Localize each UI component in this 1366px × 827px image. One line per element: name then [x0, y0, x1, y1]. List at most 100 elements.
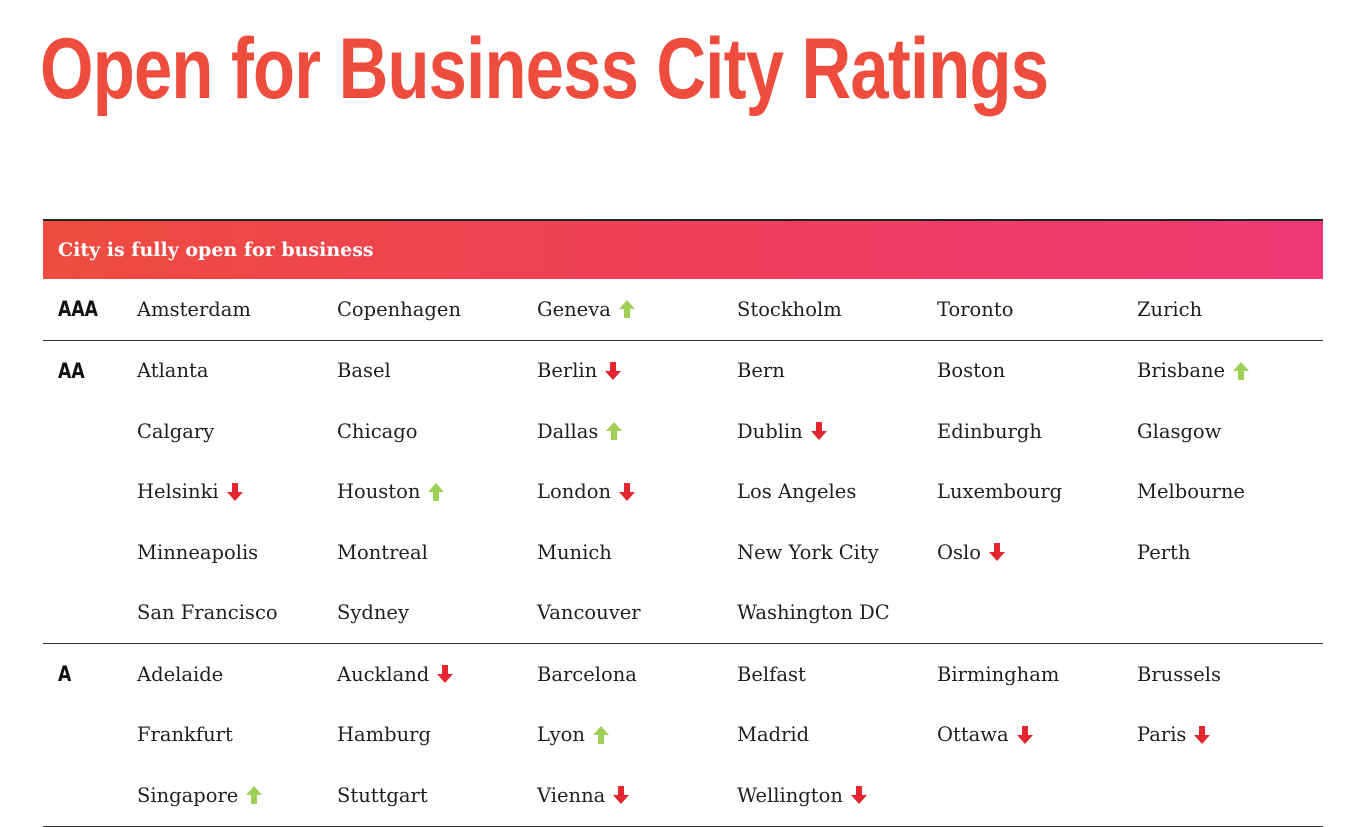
- city-name: London: [537, 480, 612, 504]
- city-cell: Wellington: [737, 765, 937, 826]
- city-name: New York City: [737, 540, 879, 564]
- city-cell: Los Angeles: [737, 462, 937, 523]
- city-cell: Helsinki: [137, 462, 337, 523]
- city-name: Sydney: [337, 601, 409, 625]
- city-name: Lyon: [537, 723, 585, 747]
- city-name: Paris: [1137, 723, 1187, 747]
- city-name: Bern: [737, 359, 785, 383]
- city-name: Brisbane: [1137, 359, 1226, 383]
- city-name: Zurich: [1137, 297, 1203, 321]
- city-name: Barcelona: [537, 662, 637, 686]
- city-cell: Luxembourg: [937, 462, 1137, 523]
- tier-label: AAA: [58, 297, 98, 321]
- city-cell: Chicago: [337, 401, 537, 462]
- section-banner-text: City is fully open for business: [58, 239, 374, 261]
- city-name: Perth: [1137, 540, 1191, 564]
- city-name: Chicago: [337, 419, 418, 443]
- section-banner: City is fully open for business: [43, 219, 1323, 279]
- city-name: Brussels: [1137, 662, 1222, 686]
- city-cell: Berlin: [537, 341, 737, 402]
- city-cell: Frankfurt: [137, 705, 337, 766]
- arrow-down-icon: [435, 663, 455, 685]
- city-name: Dublin: [737, 419, 803, 443]
- arrow-down-icon: [225, 481, 245, 503]
- tier-aa: AA Atlanta Basel Berlin Bern Boston Brisbane C…: [43, 341, 1323, 644]
- tier-a: A Adelaide Auckland Barcelona Belfast Birmin…: [43, 644, 1323, 827]
- city-name: Adelaide: [137, 662, 224, 686]
- arrow-down-icon: [603, 360, 623, 382]
- arrow-up-icon: [617, 298, 637, 320]
- city-cell: Auckland: [337, 644, 537, 705]
- city-cell: Ottawa: [937, 705, 1137, 766]
- city-name: Luxembourg: [937, 480, 1063, 504]
- arrow-down-icon: [987, 541, 1007, 563]
- city-cell: Copenhagen: [337, 279, 537, 340]
- city-name: Atlanta: [137, 359, 209, 383]
- city-name: Oslo: [937, 540, 981, 564]
- city-name: Edinburgh: [937, 419, 1042, 443]
- arrow-up-icon: [244, 784, 264, 806]
- city-cell: Zurich: [1137, 279, 1337, 340]
- city-cell: Adelaide: [137, 644, 337, 705]
- city-name: Melbourne: [1137, 480, 1245, 504]
- city-name: Munich: [537, 540, 612, 564]
- city-cell: Atlanta: [137, 341, 337, 402]
- city-cell: Singapore: [137, 765, 337, 826]
- city-cell: Paris: [1137, 705, 1337, 766]
- arrow-down-icon: [1015, 724, 1035, 746]
- city-cell: Munich: [537, 522, 737, 583]
- city-cell: Brussels: [1137, 644, 1337, 705]
- city-cell: Montreal: [337, 522, 537, 583]
- city-name: Auckland: [337, 662, 430, 686]
- city-cell: Stockholm: [737, 279, 937, 340]
- city-name: Dallas: [537, 419, 599, 443]
- city-name: Ottawa: [937, 723, 1009, 747]
- city-name: Calgary: [137, 419, 215, 443]
- city-name: Geneva: [537, 297, 611, 321]
- city-name: Vienna: [537, 783, 606, 807]
- city-cell: Vienna: [537, 765, 737, 826]
- arrow-down-icon: [809, 420, 829, 442]
- city-cell: Stuttgart: [337, 765, 537, 826]
- city-grid: Amsterdam Copenhagen Geneva Stockholm Toront…: [137, 279, 1323, 340]
- city-ratings-table: City is fully open for business AAA Amst…: [43, 219, 1323, 827]
- city-name: Glasgow: [1137, 419, 1222, 443]
- city-cell: New York City: [737, 522, 937, 583]
- city-cell: Glasgow: [1137, 401, 1337, 462]
- city-cell: Brisbane: [1137, 341, 1337, 402]
- city-name: Stuttgart: [337, 783, 428, 807]
- city-cell: Houston: [337, 462, 537, 523]
- city-cell: Belfast: [737, 644, 937, 705]
- city-cell: Bern: [737, 341, 937, 402]
- arrow-down-icon: [617, 481, 637, 503]
- city-cell: Barcelona: [537, 644, 737, 705]
- tier-aaa: AAA Amsterdam Copenhagen Geneva Stockholm To…: [43, 279, 1323, 341]
- city-name: Frankfurt: [137, 723, 233, 747]
- city-name: Washington DC: [737, 601, 890, 625]
- city-name: Montreal: [337, 540, 428, 564]
- city-name: Hamburg: [337, 723, 431, 747]
- city-name: Minneapolis: [137, 540, 259, 564]
- arrow-down-icon: [611, 784, 631, 806]
- city-name: Belfast: [737, 662, 806, 686]
- arrow-up-icon: [426, 481, 446, 503]
- city-grid: Atlanta Basel Berlin Bern Boston Brisbane Calg…: [137, 341, 1323, 644]
- city-name: Madrid: [737, 723, 810, 747]
- arrow-up-icon: [1231, 360, 1251, 382]
- city-name: Vancouver: [537, 601, 641, 625]
- city-cell: San Francisco: [137, 583, 337, 644]
- city-name: Toronto: [937, 297, 1014, 321]
- city-grid: Adelaide Auckland Barcelona Belfast Birmingh…: [137, 644, 1323, 826]
- city-cell: Edinburgh: [937, 401, 1137, 462]
- city-cell: London: [537, 462, 737, 523]
- city-name: Houston: [337, 480, 421, 504]
- tier-label: AA: [58, 358, 85, 383]
- city-cell: Madrid: [737, 705, 937, 766]
- city-cell: Calgary: [137, 401, 337, 462]
- city-cell: Basel: [337, 341, 537, 402]
- city-name: Berlin: [537, 359, 598, 383]
- arrow-down-icon: [1192, 724, 1212, 746]
- city-cell: Birmingham: [937, 644, 1137, 705]
- city-name: Los Angeles: [737, 480, 857, 504]
- city-name: Wellington: [737, 783, 843, 807]
